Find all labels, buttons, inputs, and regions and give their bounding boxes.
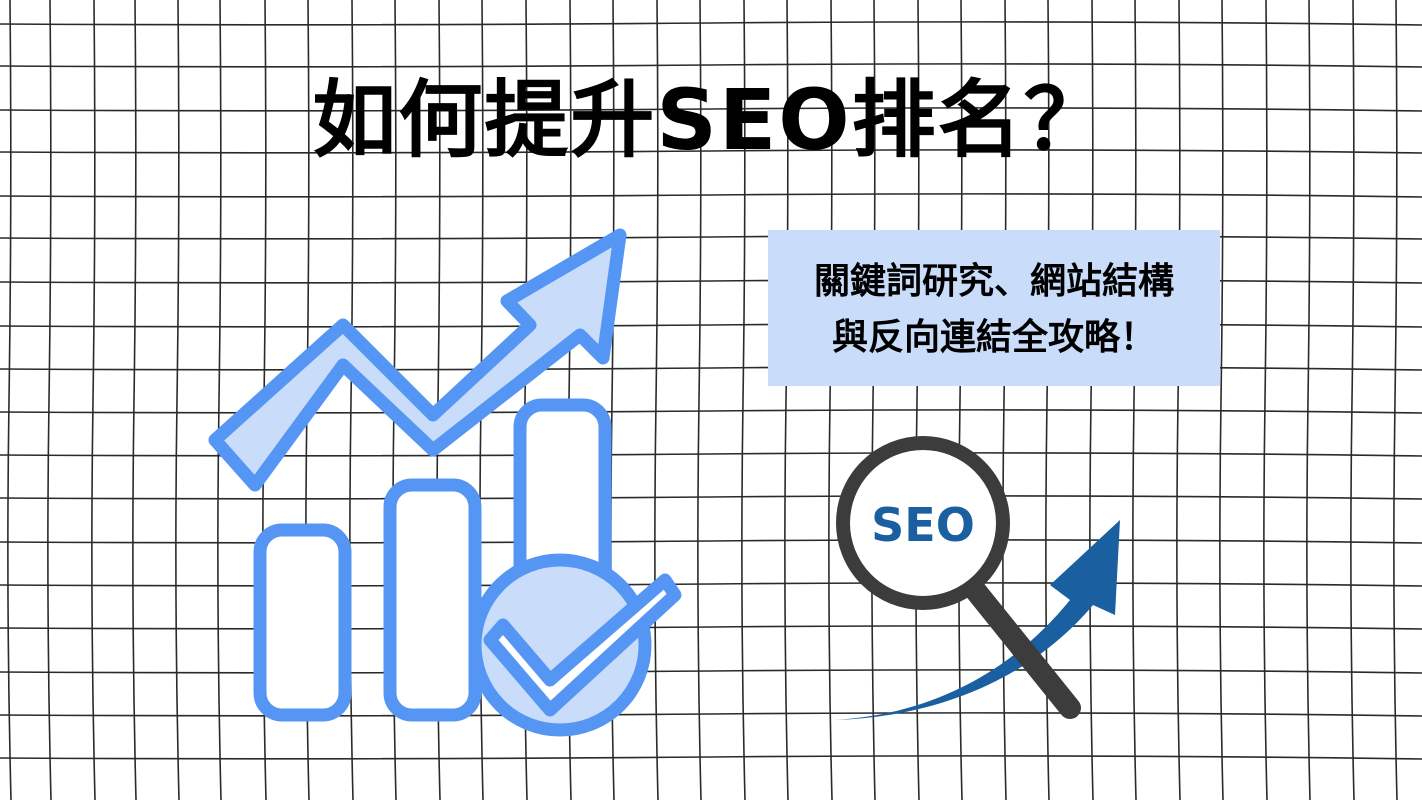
magnifier-seo-label: SEO (871, 498, 975, 552)
page-title: 如何提升SEO排名？ (312, 71, 1110, 169)
subtitle-box: 關鍵詞研究、網站結構 與反向連結全攻略！ (768, 230, 1220, 386)
subtitle-line-1: 關鍵詞研究、網站結構 (813, 261, 1174, 302)
growth-chart-icon (208, 228, 682, 737)
subtitle-line-2: 與反向連結全攻略！ (831, 317, 1156, 358)
magnifying-glass-icon: SEO (835, 436, 1120, 720)
upward-arrow-icon (835, 520, 1120, 720)
